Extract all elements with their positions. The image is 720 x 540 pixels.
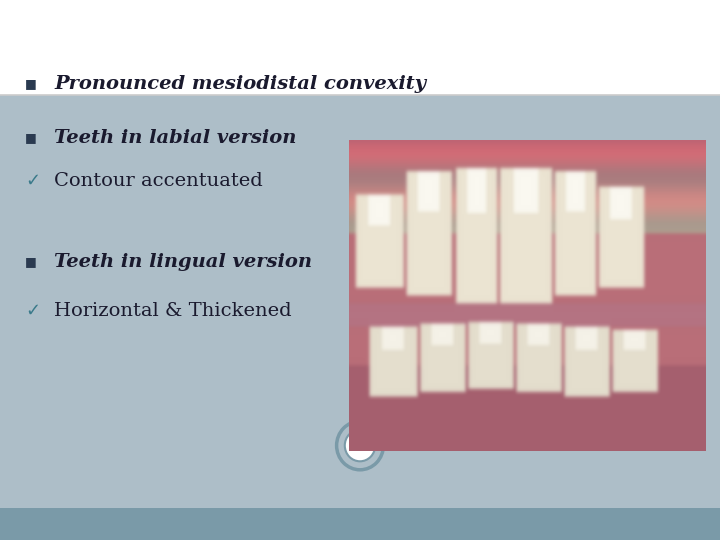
Bar xyxy=(0,508,720,540)
Text: Contour accentuated: Contour accentuated xyxy=(54,172,263,190)
Text: ■: ■ xyxy=(25,77,37,90)
Text: ■: ■ xyxy=(25,131,37,144)
Text: Teeth in lingual version: Teeth in lingual version xyxy=(54,253,312,271)
Text: ✓: ✓ xyxy=(25,301,40,320)
Ellipse shape xyxy=(345,430,375,461)
Text: Horizontal & Thickened: Horizontal & Thickened xyxy=(54,301,292,320)
Bar xyxy=(0,0,720,94)
Text: Pronounced mesiodistal convexity: Pronounced mesiodistal convexity xyxy=(54,75,426,93)
Bar xyxy=(0,94,720,508)
Text: ■: ■ xyxy=(25,255,37,268)
Ellipse shape xyxy=(337,421,384,470)
Text: Teeth in labial version: Teeth in labial version xyxy=(54,129,297,147)
Text: ✓: ✓ xyxy=(25,172,40,190)
